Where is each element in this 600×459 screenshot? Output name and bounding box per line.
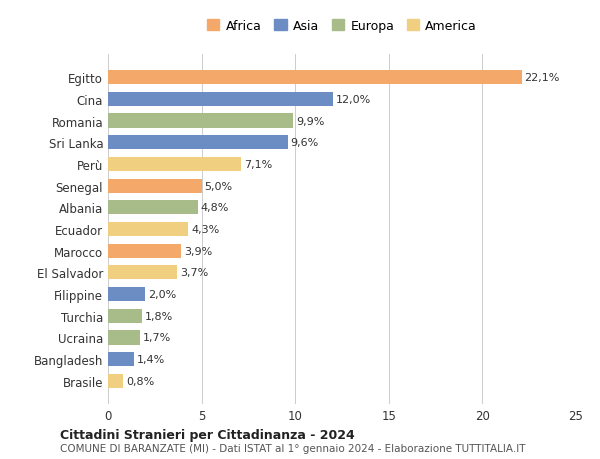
- Legend: Africa, Asia, Europa, America: Africa, Asia, Europa, America: [203, 16, 481, 36]
- Text: 1,7%: 1,7%: [143, 333, 171, 343]
- Text: COMUNE DI BARANZATE (MI) - Dati ISTAT al 1° gennaio 2024 - Elaborazione TUTTITAL: COMUNE DI BARANZATE (MI) - Dati ISTAT al…: [60, 443, 526, 453]
- Bar: [108, 179, 202, 193]
- Bar: [108, 287, 145, 302]
- Text: 3,7%: 3,7%: [180, 268, 208, 278]
- Bar: [108, 114, 293, 129]
- Text: 4,8%: 4,8%: [200, 203, 229, 213]
- Text: Cittadini Stranieri per Cittadinanza - 2024: Cittadini Stranieri per Cittadinanza - 2…: [60, 428, 355, 442]
- Text: 4,3%: 4,3%: [191, 224, 220, 235]
- Text: 5,0%: 5,0%: [205, 181, 233, 191]
- Bar: [108, 157, 241, 172]
- Text: 12,0%: 12,0%: [335, 95, 371, 105]
- Text: 9,6%: 9,6%: [290, 138, 319, 148]
- Text: 7,1%: 7,1%: [244, 160, 272, 169]
- Bar: [108, 374, 123, 388]
- Bar: [108, 136, 288, 150]
- Bar: [108, 244, 181, 258]
- Text: 9,9%: 9,9%: [296, 116, 325, 126]
- Bar: [108, 201, 198, 215]
- Text: 1,4%: 1,4%: [137, 354, 165, 364]
- Bar: [108, 266, 177, 280]
- Bar: [108, 309, 142, 323]
- Text: 3,9%: 3,9%: [184, 246, 212, 256]
- Text: 1,8%: 1,8%: [145, 311, 173, 321]
- Bar: [108, 330, 140, 345]
- Bar: [108, 353, 134, 366]
- Bar: [108, 223, 188, 236]
- Bar: [108, 93, 332, 106]
- Text: 22,1%: 22,1%: [524, 73, 560, 83]
- Bar: [108, 71, 522, 85]
- Text: 2,0%: 2,0%: [148, 290, 176, 299]
- Text: 0,8%: 0,8%: [126, 376, 154, 386]
